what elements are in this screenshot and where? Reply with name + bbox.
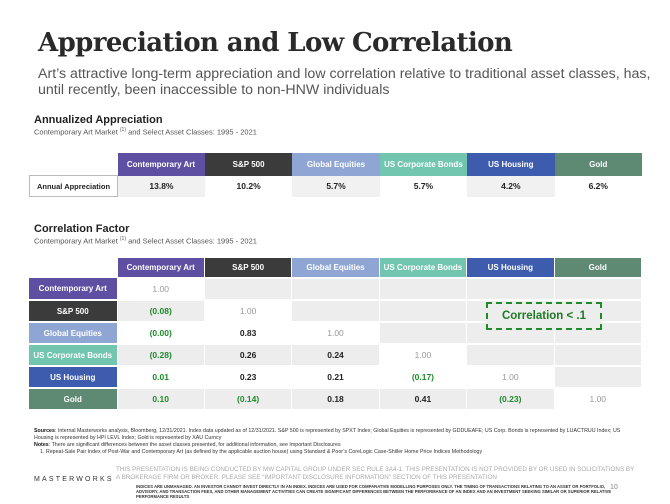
value-contemporary-art: 13.8% — [117, 175, 205, 197]
corr-empty-cell — [379, 322, 468, 345]
corr-row-us-housing: US Housing 0.01 0.23 0.21 (0.17) 1.00 — [29, 366, 643, 389]
index-disclaimer-text: INDICES ARE UNMANAGED. AN INVESTOR CANNO… — [136, 484, 612, 499]
header-us-corporate-bonds: US Corporate Bonds — [379, 153, 468, 176]
appreciation-table: Contemporary Art S&P 500 Global Equities… — [29, 153, 642, 197]
corr-row-label: Global Equities — [29, 322, 118, 345]
corr-empty-cell — [291, 300, 380, 323]
corr-empty-cell — [379, 300, 468, 323]
corr-empty-cell — [379, 278, 468, 301]
corr-empty-cell — [291, 278, 380, 301]
corr-cell: 1.00 — [379, 344, 468, 367]
corr-row-label: S&P 500 — [29, 300, 118, 323]
page-subtitle: Art’s attractive long-term appreciation … — [38, 66, 651, 98]
corr-cell: 1.00 — [117, 278, 205, 301]
correlation-callout: Correlation < .1 — [486, 302, 602, 330]
corr-empty-cell — [466, 344, 555, 367]
correlation-header-row: Contemporary Art S&P 500 Global Equities… — [29, 258, 643, 279]
corr-empty-cell — [466, 278, 555, 301]
corr-empty-cell — [204, 278, 293, 301]
corr-cell: (0.08) — [117, 300, 205, 323]
header-sp500: S&P 500 — [204, 153, 293, 176]
corr-cell: (0.28) — [117, 344, 205, 367]
appreciation-header-row: Contemporary Art S&P 500 Global Equities… — [30, 153, 642, 176]
corr-cell: (0.23) — [466, 388, 555, 411]
corr-header-gold: Gold — [554, 258, 643, 279]
value-global-equities: 5.7% — [292, 175, 380, 197]
corr-header-us-housing: US Housing — [466, 258, 555, 279]
header-gold: Gold — [554, 153, 642, 176]
value-us-housing: 4.2% — [467, 175, 555, 197]
appreciation-section-subtitle: Contemporary Art Market (1) and Select A… — [34, 127, 257, 137]
correlation-section-title: Correlation Factor — [34, 223, 130, 235]
appreciation-row: Annual Appreciation 13.8% 10.2% 5.7% 5.7… — [29, 175, 643, 197]
page-number: 10 — [610, 484, 618, 491]
corr-header-global-equities: Global Equities — [291, 258, 380, 279]
value-sp500: 10.2% — [236, 181, 261, 191]
corr-empty-cell — [554, 366, 643, 389]
page-title: Appreciation and Low Correlation — [38, 28, 513, 58]
corr-cell: 0.23 — [204, 366, 293, 389]
row-label-annual-appreciation: Annual Appreciation — [29, 175, 118, 197]
disclaimer-text: THIS PRESENTATION IS BEING CONDUCTED BY … — [116, 466, 635, 481]
corr-cell: 1.00 — [291, 322, 380, 345]
header-blank — [30, 153, 118, 176]
corr-row-contemporary-art: Contemporary Art 1.00 — [29, 278, 643, 301]
correlation-table: Contemporary Art S&P 500 Global Equities… — [29, 258, 643, 411]
appreciation-section-title: Annualized Appreciation — [34, 114, 163, 126]
corr-header-blank — [29, 258, 118, 278]
correlation-section-subtitle: Contemporary Art Market (1) and Select A… — [34, 236, 257, 246]
corr-cell: 0.41 — [379, 388, 468, 411]
corr-empty-cell — [554, 344, 643, 367]
header-global-equities: Global Equities — [292, 153, 380, 176]
corr-header-sp500: S&P 500 — [204, 258, 293, 279]
corr-empty-cell — [554, 278, 643, 301]
corr-row-label: US Housing — [29, 366, 118, 389]
corr-cell: 0.24 — [291, 344, 380, 367]
corr-cell: 0.21 — [291, 366, 380, 389]
masterworks-logo: MASTERWORKS — [34, 476, 114, 483]
value-gold: 6.2% — [588, 181, 608, 191]
corr-cell: 0.01 — [117, 366, 205, 389]
footnote-1: 1. Repeat-Sale Pair Index of Post-War an… — [40, 449, 483, 455]
sources-text: Sources: Internal Masterworks analysis, … — [34, 428, 621, 448]
header-contemporary-art: Contemporary Art — [117, 153, 205, 176]
header-us-housing: US Housing — [467, 153, 555, 176]
corr-row-gold: Gold 0.10 (0.14) 0.18 0.41 (0.23) 1.00 — [29, 388, 643, 411]
corr-header-contemporary-art: Contemporary Art — [117, 258, 205, 279]
corr-cell: (0.00) — [117, 322, 205, 345]
corr-cell: 0.26 — [204, 344, 293, 367]
corr-cell: 1.00 — [204, 300, 293, 323]
corr-header-us-corporate-bonds: US Corporate Bonds — [379, 258, 468, 279]
corr-row-label: US Corporate Bonds — [29, 344, 118, 367]
corr-cell: (0.17) — [379, 366, 468, 389]
corr-row-label: Contemporary Art — [29, 278, 118, 301]
corr-cell: 0.10 — [117, 388, 205, 411]
corr-row-label: Gold — [29, 388, 118, 411]
corr-cell: 0.18 — [291, 388, 380, 411]
corr-cell: (0.14) — [204, 388, 293, 411]
corr-cell: 1.00 — [466, 366, 555, 389]
corr-row-us-corporate-bonds: US Corporate Bonds (0.28) 0.26 0.24 1.00 — [29, 344, 643, 367]
corr-cell: 0.83 — [204, 322, 293, 345]
corr-cell: 1.00 — [554, 388, 643, 411]
value-us-corporate-bonds: 5.7% — [413, 181, 434, 191]
